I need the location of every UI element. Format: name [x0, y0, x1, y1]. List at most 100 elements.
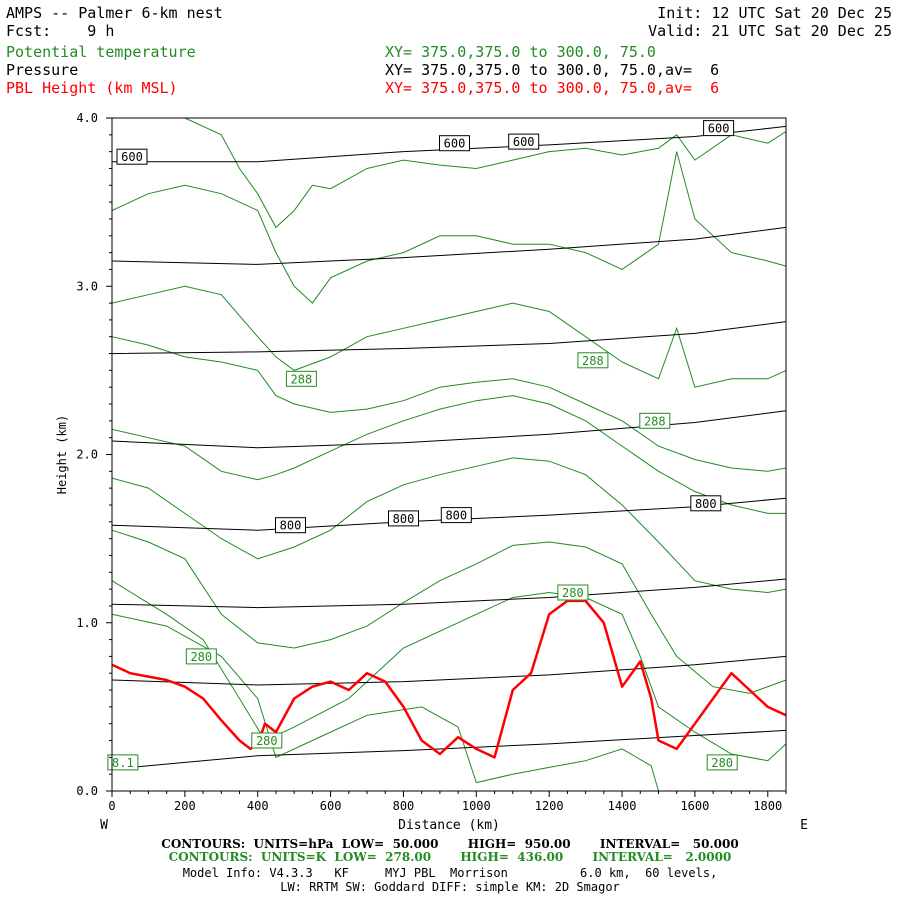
y-tick-label: 1.0 — [76, 616, 98, 630]
x-tick-label: 400 — [247, 799, 269, 813]
field-xy-pbl: XY= 375.0,375.0 to 300.0, 75.0,av= 6 — [385, 79, 720, 97]
pressure-label-bg — [440, 507, 472, 524]
theta-label-box: 280 — [557, 584, 589, 601]
pressure-label-text: 600 — [708, 122, 730, 136]
pressure-contour-650 — [111, 226, 787, 265]
theta-label-text: 280 — [711, 756, 733, 770]
pbl-height-series — [111, 599, 787, 759]
y-tick-label: 0.0 — [76, 784, 98, 798]
theta-label-box: 280 — [251, 732, 283, 749]
pressure-label-box: 600 — [508, 133, 540, 150]
theta-label-text: 280 — [562, 586, 584, 600]
x-tick-label: 1000 — [462, 799, 491, 813]
pressure-label-box: 800 — [275, 517, 306, 534]
theta-label-text: 288 — [582, 354, 604, 368]
pressure-label-text: 600 — [513, 135, 535, 149]
x-tick-label: 1600 — [680, 799, 709, 813]
pressure-label-bg — [275, 517, 306, 534]
pressure-label-bg — [690, 495, 722, 512]
y-axis-label: Height (km) — [55, 415, 69, 494]
field-name-theta: Potential temperature — [6, 43, 196, 61]
pressure-label-box: 800 — [440, 507, 472, 524]
x-tick-label: 1200 — [535, 799, 564, 813]
theta-label-box: 288 — [639, 412, 671, 429]
theta-contour-292 — [111, 151, 787, 304]
east-label: E — [800, 818, 808, 833]
theta-contour-286 — [111, 395, 786, 514]
footer-physics: LW: RRTM SW: Goddard DIFF: simple KM: 2D… — [280, 880, 620, 894]
pressure-label-box: 600 — [116, 148, 148, 165]
pressure-label-bg — [439, 135, 470, 152]
theta-label-bg — [706, 754, 738, 771]
pressure-label-bg — [703, 120, 735, 137]
valid-time: Valid: 21 UTC Sat 20 Dec 25 — [648, 22, 892, 40]
x-axis-label: Distance (km) — [398, 818, 500, 833]
pressure-contour-900 — [111, 655, 787, 686]
pressure-label-text: 800 — [280, 519, 302, 533]
init-time: Init: 12 UTC Sat 20 Dec 25 — [657, 4, 892, 22]
pressure-label-text: 800 — [695, 497, 717, 511]
x-tick-label: 1400 — [608, 799, 637, 813]
footer-pressure-contours: CONTOURS: UNITS=hPa LOW= 50.000 HIGH= 95… — [161, 837, 739, 851]
x-tick-label: 1800 — [753, 799, 782, 813]
theta-contour-278 — [111, 613, 659, 792]
field-name-pressure: Pressure — [6, 61, 79, 79]
theta-contour-282 — [111, 529, 787, 694]
pressure-label-box: 600 — [439, 135, 470, 152]
forecast-hour: Fcst: 9 h — [6, 22, 115, 40]
theta-label-box: 280 — [185, 648, 217, 665]
x-tick-label: 600 — [320, 799, 342, 813]
theta-label-box: 8.1 — [107, 754, 139, 771]
y-tick-label: 2.0 — [76, 448, 98, 462]
pressure-contours — [111, 125, 787, 770]
theta-label-bg — [185, 648, 217, 665]
theta-contour-284 — [111, 457, 787, 594]
theta-label-text: 288 — [291, 372, 313, 386]
footer-theta-contours: CONTOURS: UNITS=K LOW= 278.00 HIGH= 436.… — [168, 850, 732, 864]
plot-frame — [111, 117, 787, 792]
x-tick-label: 200 — [174, 799, 196, 813]
theta-contour-294 — [184, 117, 787, 229]
axes: 0 200 400 600 800 1000 1200 1400 1600 1800 0.0 1.0 2… — [76, 111, 787, 813]
theta-contour-288 — [111, 336, 787, 472]
pressure-label-box: 800 — [388, 510, 419, 527]
theta-label-text: 288 — [644, 414, 666, 428]
theta-label-box: 288 — [577, 352, 609, 369]
theta-label-bg — [285, 370, 317, 387]
chart-title: AMPS -- Palmer 6-km nest — [6, 4, 223, 22]
theta-label-bg — [251, 732, 283, 749]
theta-label-box: 280 — [706, 754, 738, 771]
pressure-label-text: 600 — [121, 150, 143, 164]
pressure-label-box: 800 — [690, 495, 722, 512]
theta-label-text: 280 — [190, 650, 212, 664]
y-tick-label: 4.0 — [76, 111, 98, 125]
x-tick-label: 800 — [393, 799, 415, 813]
pressure-label-bg — [116, 148, 148, 165]
pressure-label-text: 600 — [444, 137, 466, 151]
pressure-label-box: 600 — [703, 120, 735, 137]
pressure-label-bg — [508, 133, 540, 150]
pressure-label-text: 800 — [445, 509, 467, 523]
footer-model-info: Model Info: V4.3.3 KF MYJ PBL Morrison 6… — [182, 866, 718, 880]
theta-contour-290 — [111, 285, 787, 388]
theta-contours — [111, 117, 787, 792]
theta-label-bg — [107, 754, 139, 771]
field-name-pbl: PBL Height (km MSL) — [6, 79, 178, 97]
theta-label-text: 280 — [256, 734, 278, 748]
pressure-contour-750 — [111, 410, 787, 449]
pressure-contour-700 — [111, 321, 787, 355]
pressure-label-bg — [388, 510, 419, 527]
theta-label-box: 288 — [285, 370, 317, 387]
pressure-contour-950 — [111, 729, 787, 770]
theta-label-bg — [557, 584, 589, 601]
theta-label-bg — [639, 412, 671, 429]
contour-labels: 600 600 600 600 800 800 800 800 288 288 288 280 280 2… — [107, 120, 738, 771]
pressure-contour-850 — [111, 578, 787, 609]
pressure-label-text: 800 — [393, 512, 415, 526]
field-xy-pressure: XY= 375.0,375.0 to 300.0, 75.0,av= 6 — [385, 61, 720, 79]
y-tick-label: 3.0 — [76, 279, 98, 293]
field-xy-theta: XY= 375.0,375.0 to 300.0, 75.0 — [385, 43, 656, 61]
theta-label-text: 8.1 — [112, 756, 134, 770]
theta-contour-280 — [111, 580, 787, 762]
